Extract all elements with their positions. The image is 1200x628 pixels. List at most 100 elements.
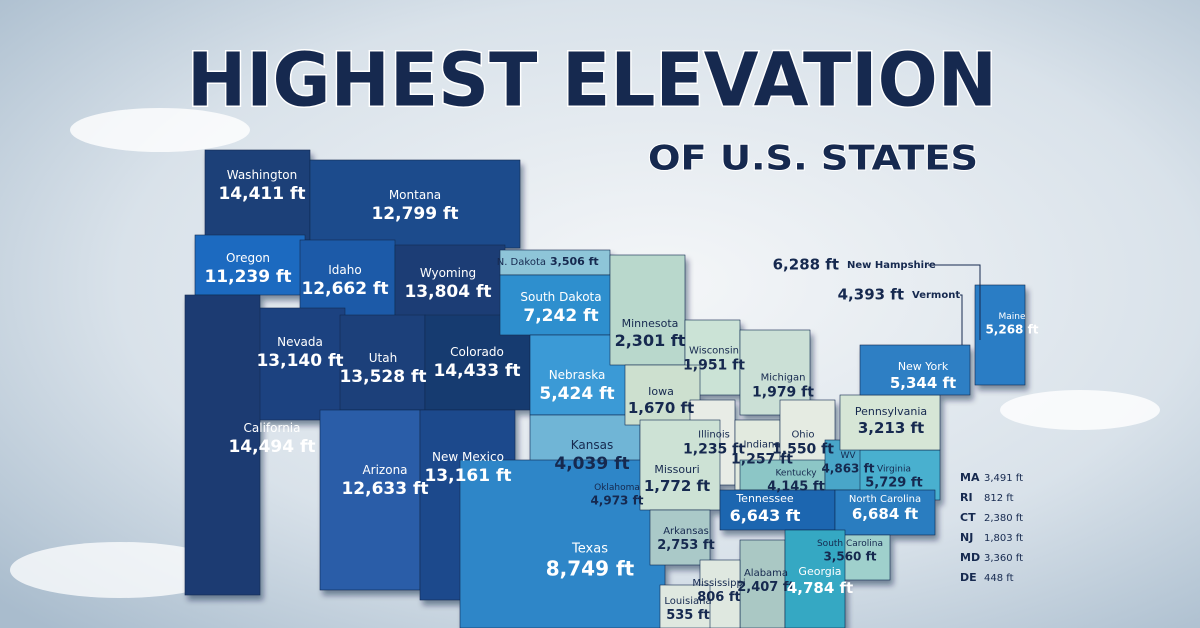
state-elevation: 4,039 ft [554, 454, 629, 474]
callout-elevation: 6,288 ft [773, 256, 839, 274]
state-elevation: 806 ft [697, 590, 741, 605]
state-name: South Carolina [817, 539, 883, 549]
state-elevation: 14,494 ft [228, 437, 315, 457]
state-name: Ohio [791, 429, 814, 440]
state-elevation: 4,784 ft [787, 579, 853, 597]
state-shape [649, 509, 711, 566]
small-state-elevation: 812 ft [984, 493, 1014, 504]
state-name: Texas [571, 542, 608, 557]
state-name: Iowa [648, 385, 674, 398]
callout-name: New Hampshire [847, 260, 936, 271]
state-name: Oklahoma [594, 483, 640, 493]
state-name: Missouri [654, 463, 699, 476]
state-elevation: 3,506 ft [550, 255, 599, 268]
state-name: New York [898, 360, 949, 373]
state-elevation: 1,550 ft [772, 442, 834, 458]
state-elevation: 2,301 ft [615, 331, 686, 350]
cloud [1000, 390, 1160, 430]
callout-elevation: 4,393 ft [838, 286, 904, 304]
state-shape [204, 149, 311, 241]
labels-layer: Washington 14,411 ft Oregon 11,239 ft Montan… [204, 168, 1038, 623]
state-elevation: 14,433 ft [433, 361, 520, 381]
small-state-name: NJ [960, 531, 973, 544]
leader-line [928, 264, 981, 340]
state-elevation: 11,239 ft [204, 267, 291, 287]
state-name: Oregon [226, 251, 270, 265]
small-state-elevation: 3,360 ft [984, 553, 1023, 564]
subtitle: OF U.S. STATES [648, 139, 978, 179]
state-shape [609, 254, 686, 366]
state-name: Michigan [761, 372, 806, 383]
state-shape [839, 394, 941, 451]
state-shape [719, 489, 836, 531]
state-name: Utah [369, 351, 397, 365]
state-shape [499, 249, 611, 276]
state-shape [319, 409, 421, 591]
state-name: Washington [227, 168, 298, 182]
state-elevation: 8,749 ft [546, 556, 635, 580]
state-name: Alabama [744, 568, 788, 579]
small-state-name: RI [960, 491, 973, 504]
state-elevation: 6,643 ft [730, 506, 801, 525]
state-elevation: 535 ft [666, 608, 710, 623]
small-state-elevation: 2,380 ft [984, 513, 1023, 524]
small-state-elevation: 1,803 ft [984, 533, 1023, 544]
state-elevation: 6,684 ft [852, 505, 918, 523]
state-name: South Dakota [520, 290, 601, 304]
state-name: Nebraska [549, 368, 606, 382]
state-elevation: 5,268 ft [985, 322, 1038, 336]
state-shape [784, 529, 846, 628]
state-elevation: 1,670 ft [628, 399, 694, 417]
callout-name: Vermont [912, 290, 960, 301]
small-state-name: CT [960, 511, 976, 524]
state-name: North Carolina [849, 494, 921, 505]
cloud [70, 108, 250, 152]
state-name: New Mexico [432, 450, 504, 464]
state-elevation: 13,528 ft [339, 367, 426, 387]
state-shape [499, 274, 626, 336]
state-name: Maine [998, 312, 1025, 322]
state-shape [834, 489, 936, 536]
state-elevation: 7,242 ft [523, 306, 598, 326]
state-name: Louisiana [664, 596, 711, 607]
state-name: Tennessee [735, 492, 794, 505]
state-elevation: 3,560 ft [823, 549, 876, 563]
state-name: Montana [389, 188, 441, 202]
state-elevation: 13,161 ft [424, 466, 511, 486]
small-state-name: MD [960, 551, 980, 564]
state-elevation: 1,772 ft [644, 477, 710, 495]
state-shape [739, 539, 786, 628]
state-name: Virginia [877, 464, 911, 474]
state-elevation: 2,407 ft [737, 580, 795, 595]
state-shape [459, 459, 666, 628]
state-elevation: 1,979 ft [752, 385, 814, 401]
title: HIGHEST ELEVATION [187, 38, 997, 124]
state-name: Minnesota [622, 317, 679, 330]
state-elevation: 5,344 ft [890, 374, 956, 392]
state-elevation: 1,235 ft [683, 442, 745, 458]
state-elevation: 1,951 ft [683, 358, 745, 374]
state-shape [309, 159, 521, 249]
small-state-elevation: 448 ft [984, 573, 1014, 584]
leader-line [960, 294, 963, 345]
state-shape [194, 234, 306, 296]
state-elevation: 12,799 ft [371, 204, 458, 224]
state-name: Kansas [571, 438, 613, 452]
small-state-name: DE [960, 571, 977, 584]
state-name: Kentucky [775, 468, 817, 478]
state-shape [859, 344, 971, 396]
state-name: Illinois [698, 429, 730, 440]
state-name: WV [840, 451, 856, 461]
state-name: Pennsylvania [855, 405, 927, 418]
state-shape [974, 284, 1026, 386]
state-elevation: 12,662 ft [301, 279, 388, 299]
state-name: Wisconsin [689, 345, 739, 356]
states-layer [184, 149, 1026, 628]
state-name: Georgia [798, 565, 841, 578]
state-name: Arkansas [663, 526, 709, 537]
state-name: Wyoming [420, 266, 476, 280]
state-elevation: 13,140 ft [256, 351, 343, 371]
state-elevation: 14,411 ft [218, 184, 305, 204]
state-shape [659, 584, 711, 628]
